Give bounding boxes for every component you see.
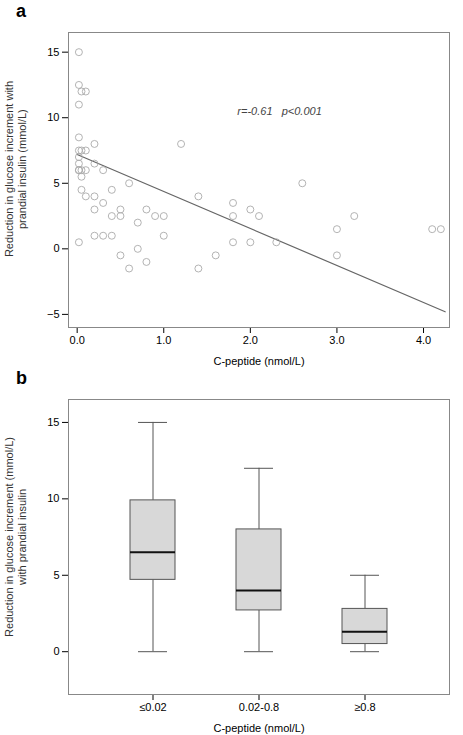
svg-text:−5: −5 [47, 308, 60, 320]
html-text:Reduction in glucose increment: Reduction in glucose increment (mmol/L) … [2, 436, 28, 637]
html-text:b: b [16, 368, 27, 388]
svg-text:5: 5 [53, 569, 59, 581]
svg-text:C-peptide (nmol/L): C-peptide (nmol/L) [213, 722, 304, 734]
svg-text:2.0: 2.0 [243, 334, 258, 346]
svg-text:0.0: 0.0 [70, 334, 85, 346]
svg-text:0: 0 [53, 242, 59, 254]
svg-text:5: 5 [53, 177, 59, 189]
svg-text:15: 15 [47, 46, 59, 58]
svg-text:0.02-0.8: 0.02-0.8 [239, 701, 279, 713]
svg-text:0: 0 [53, 645, 59, 657]
html-text:a: a [16, 1, 26, 21]
svg-text:≤0.02: ≤0.02 [139, 701, 166, 713]
svg-text:4.0: 4.0 [416, 334, 431, 346]
svg-text:≥0.8: ≥0.8 [354, 701, 375, 713]
svg-text:3.0: 3.0 [329, 334, 344, 346]
svg-text:1.0: 1.0 [156, 334, 171, 346]
svg-text:15: 15 [47, 416, 59, 428]
svg-text:r=-0.61 p<0.001: r=-0.61 p<0.001 [237, 105, 321, 117]
svg-text:10: 10 [47, 492, 59, 504]
html-text:Reduction in glucose increment: Reduction in glucose increment with pran… [2, 81, 28, 258]
svg-text:C-peptide (nmol/L): C-peptide (nmol/L) [213, 355, 304, 367]
svg-text:10: 10 [47, 111, 59, 123]
